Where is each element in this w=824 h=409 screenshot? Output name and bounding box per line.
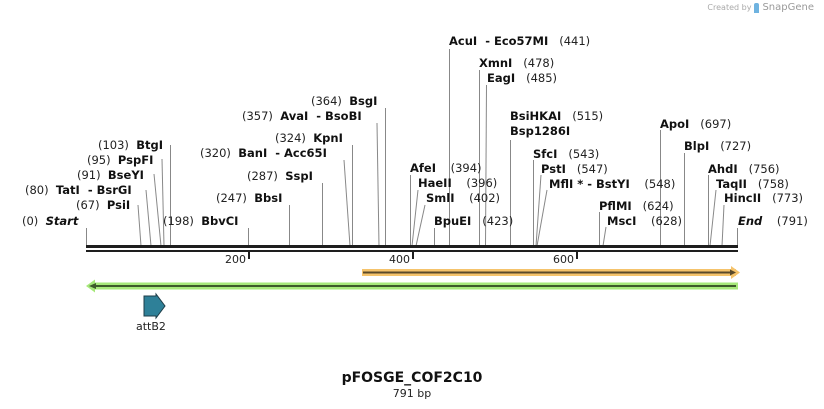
site-label-blpi[interactable]: BlpI (727) — [684, 139, 752, 153]
green-feature-arrow[interactable] — [86, 279, 738, 293]
site-label-mfli-bstyi[interactable]: MflI * - BstYI (548) — [549, 177, 676, 191]
site-label-pflmi[interactable]: PflMI (624) — [599, 199, 674, 213]
site-label-afei[interactable]: AfeI (394) — [410, 161, 482, 175]
site-label-msci[interactable]: MscI (628) — [607, 214, 682, 228]
site-label-acui-eco57mi[interactable]: AcuI - Eco57MI (441) — [449, 34, 591, 48]
site-label-kpni[interactable]: (324) KpnI — [275, 131, 343, 145]
site-label-bsihkai[interactable]: BsiHKAI (515) — [510, 109, 604, 123]
site-label-taqii[interactable]: TaqII (758) — [716, 177, 789, 191]
site-leader-lines — [86, 49, 738, 247]
credit-brand: SnapGene — [762, 2, 814, 13]
orange-feature-arrow[interactable] — [362, 266, 740, 279]
site-label-haeii[interactable]: HaeII (396) — [418, 176, 498, 190]
site-label-apoi[interactable]: ApoI (697) — [660, 117, 732, 131]
site-label-avai-bsobi[interactable]: (357) AvaI - BsoBI — [242, 109, 362, 123]
tick-label-600: 600 — [553, 253, 574, 266]
site-label-start[interactable]: (0) Start — [22, 214, 79, 228]
site-label-bsp1286i[interactable]: Bsp1286I — [510, 124, 571, 138]
site-label-tati-bsrgi[interactable]: (80) TatI - BsrGI — [25, 183, 132, 197]
credit-prefix: Created by — [707, 3, 752, 12]
site-label-hincii[interactable]: HincII (773) — [724, 191, 804, 205]
site-label-psti[interactable]: PstI (547) — [541, 162, 608, 176]
plasmid-name: pFOSGE_COF2C10 — [341, 370, 483, 386]
site-label-sfci[interactable]: SfcI (543) — [533, 147, 600, 161]
site-label-bbvci[interactable]: (198) BbvCI — [163, 214, 239, 228]
site-label-btgi[interactable]: (103) BtgI — [98, 138, 164, 152]
site-label-eagi[interactable]: EagI (485) — [487, 71, 558, 85]
sequence-backbone — [86, 245, 738, 252]
site-label-sspi[interactable]: (287) SspI — [247, 169, 313, 183]
site-label-psii[interactable]: (67) PsiI — [76, 198, 131, 212]
snapgene-logo-icon — [754, 2, 760, 13]
site-label-xmni[interactable]: XmnI (478) — [479, 56, 555, 70]
site-label-bbsi[interactable]: (247) BbsI — [216, 191, 283, 205]
attB2-feature-arrow[interactable] — [143, 292, 166, 320]
snapgene-credit: Created by SnapGene — [707, 2, 814, 13]
site-label-bani-acc65i[interactable]: (320) BanI - Acc65I — [200, 146, 327, 160]
tick-label-200: 200 — [225, 253, 246, 266]
site-label-pspfi[interactable]: (95) PspFI — [87, 153, 154, 167]
site-label-bsgi[interactable]: (364) BsgI — [311, 94, 378, 108]
attB2-feature-label[interactable]: attB2 — [136, 320, 166, 333]
site-label-bpuei[interactable]: BpuEI (423) — [434, 214, 514, 228]
ruler-ticks — [248, 252, 578, 259]
site-label-bseyi[interactable]: (91) BseYI — [77, 168, 144, 182]
plasmid-length: 791 bp — [392, 387, 432, 400]
site-label-end[interactable]: End (791) — [738, 214, 808, 228]
site-label-ahdi[interactable]: AhdI (756) — [708, 162, 780, 176]
tick-label-400: 400 — [389, 253, 410, 266]
site-label-smli[interactable]: SmlI (402) — [426, 191, 501, 205]
